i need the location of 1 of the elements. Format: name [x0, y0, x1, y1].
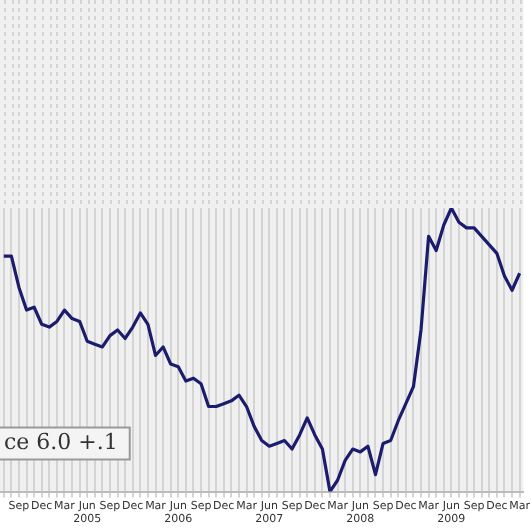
annotation: ce 6.0 +.1	[4, 429, 118, 456]
